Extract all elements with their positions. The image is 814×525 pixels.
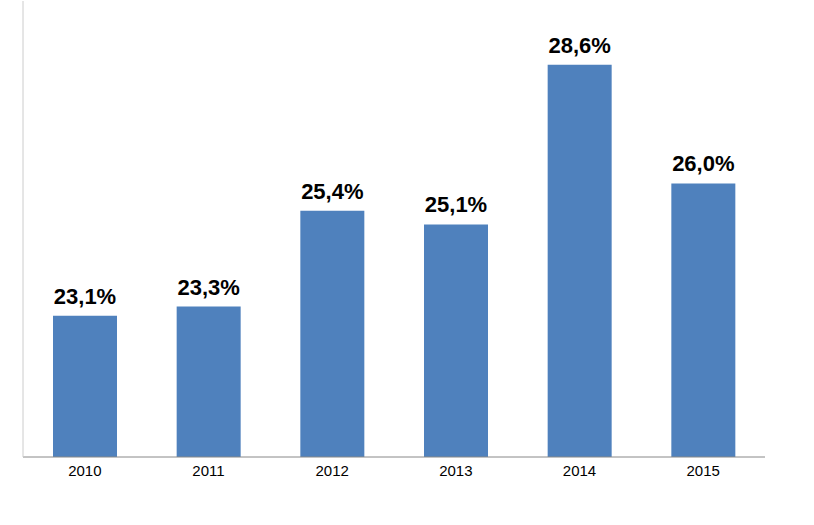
- svg-text:23,3%: 23,3%: [177, 275, 239, 300]
- svg-text:28,6%: 28,6%: [548, 33, 610, 58]
- svg-text:25,1%: 25,1%: [425, 192, 487, 217]
- svg-text:2011: 2011: [192, 462, 224, 479]
- svg-text:26,0%: 26,0%: [672, 151, 734, 176]
- svg-text:2010: 2010: [68, 462, 101, 479]
- svg-text:2015: 2015: [686, 462, 719, 479]
- svg-text:23,1%: 23,1%: [54, 284, 116, 309]
- svg-text:2012: 2012: [315, 462, 348, 479]
- svg-text:25,4%: 25,4%: [301, 179, 363, 204]
- svg-text:2013: 2013: [439, 462, 472, 479]
- svg-text:2014: 2014: [563, 462, 596, 479]
